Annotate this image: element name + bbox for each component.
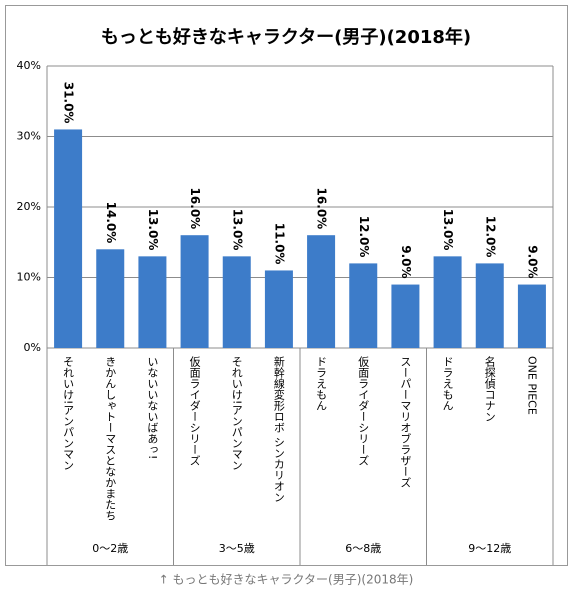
x-tick-label: きかんしゃトーマスとなかまたち (104, 356, 117, 521)
value-label: 12.0% (483, 216, 497, 258)
group-label: 3〜5歳 (219, 542, 255, 555)
bar (54, 129, 83, 348)
x-tick-label: それいけ!アンパンマン (62, 356, 75, 470)
x-tick-label: スーパーマリオブラザーズ (399, 356, 412, 488)
bar (96, 249, 125, 348)
y-tick-label: 0% (24, 341, 41, 354)
x-tick-label: ドラえもん (441, 356, 454, 411)
value-label: 14.0% (104, 202, 118, 244)
group-label: 6〜8歳 (345, 542, 381, 555)
value-label: 13.0% (441, 209, 455, 251)
value-label: 13.0% (230, 209, 244, 251)
bar (138, 256, 167, 348)
x-tick-label: いないいないばあっ! (146, 356, 159, 459)
value-label: 9.0% (525, 245, 539, 278)
group-label: 0〜2歳 (92, 542, 128, 555)
value-label: 13.0% (146, 209, 160, 251)
y-tick-label: 30% (17, 130, 41, 143)
value-label: 16.0% (188, 188, 202, 230)
bar (475, 263, 504, 348)
x-tick-label: 名探偵コナン (483, 355, 496, 422)
caption: ↑ もっとも好きなキャラクター(男子)(2018年) (159, 573, 414, 587)
x-tick-label: それいけ!アンパンマン (230, 356, 243, 470)
chart-title: もっとも好きなキャラクター(男子)(2018年) (101, 26, 471, 48)
value-label: 31.0% (62, 82, 76, 124)
value-label: 12.0% (357, 216, 371, 258)
bar (391, 284, 420, 348)
x-tick-label: 仮面ライダーシリーズ (188, 356, 201, 466)
bar (349, 263, 378, 348)
bar (307, 235, 336, 348)
bar (264, 270, 293, 348)
bar (517, 284, 546, 348)
y-tick-label: 20% (17, 200, 41, 213)
x-tick-label: ONE PIECE (525, 356, 538, 415)
x-tick-label: 仮面ライダーシリーズ (357, 356, 370, 466)
value-label: 11.0% (272, 223, 286, 265)
group-label: 9〜12歳 (468, 542, 511, 555)
bar (222, 256, 251, 348)
x-tick-label: ドラえもん (315, 356, 328, 411)
y-tick-label: 10% (17, 271, 41, 284)
value-label: 9.0% (399, 245, 413, 278)
y-tick-label: 40% (17, 59, 41, 72)
bar (180, 235, 209, 348)
value-label: 16.0% (315, 188, 329, 230)
bar (433, 256, 462, 348)
x-tick-label: 新幹線変形ロボ シンカリオン (272, 355, 285, 503)
